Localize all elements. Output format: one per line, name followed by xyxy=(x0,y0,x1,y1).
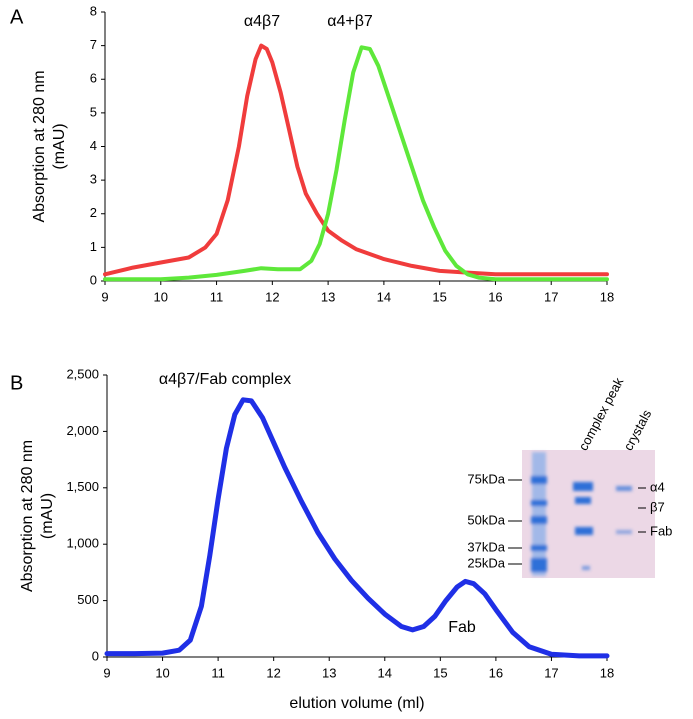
x-tick-label: 17 xyxy=(544,665,558,680)
y-tick-label: 8 xyxy=(90,3,97,18)
annotation: α4β7/Fab complex xyxy=(159,371,291,388)
x-tick-label: 15 xyxy=(433,665,447,680)
y-tick-label: 4 xyxy=(90,138,97,153)
y-axis-unit: (mAU) xyxy=(39,493,56,539)
x-tick-label: 16 xyxy=(489,665,503,680)
line-series xyxy=(103,45,609,282)
gel-lane-label: crystals xyxy=(620,407,654,453)
gel-marker-label: 50kDa xyxy=(467,512,505,527)
gel-band-label: β7 xyxy=(650,499,665,514)
x-tick-label: 10 xyxy=(155,665,169,680)
y-tick-label: 7 xyxy=(90,37,97,52)
y-tick-label: 2 xyxy=(90,205,97,220)
y-axis-label: Absorption at 280 nm xyxy=(19,440,36,592)
x-tick-label: 14 xyxy=(378,665,392,680)
gel-image xyxy=(522,450,655,578)
x-tick-label: 13 xyxy=(322,665,336,680)
y-tick-label: 5 xyxy=(90,104,97,119)
gel-marker-label: 25kDa xyxy=(467,555,505,570)
x-tick-label: 12 xyxy=(265,289,279,304)
x-tick-label: 14 xyxy=(377,289,391,304)
x-tick-label: 9 xyxy=(101,289,108,304)
x-tick-label: 11 xyxy=(211,665,225,680)
y-tick-label: 500 xyxy=(77,592,99,607)
line-series xyxy=(103,43,609,277)
x-tick-label: 15 xyxy=(432,289,446,304)
y-axis-unit: (mAU) xyxy=(51,123,68,169)
x-tick-label: 12 xyxy=(266,665,280,680)
x-tick-label: 18 xyxy=(600,665,614,680)
panel-label: A xyxy=(10,6,24,28)
annotation: α4β7 xyxy=(244,13,280,30)
x-tick-label: 16 xyxy=(488,289,502,304)
annotation: α4+β7 xyxy=(327,13,373,30)
y-tick-label: 3 xyxy=(90,172,97,187)
y-tick-label: 0 xyxy=(92,648,99,663)
x-tick-label: 17 xyxy=(544,289,558,304)
y-tick-label: 1 xyxy=(90,239,97,254)
gel-lane-label: complex peak xyxy=(575,375,626,453)
x-tick-label: 13 xyxy=(321,289,335,304)
x-tick-label: 10 xyxy=(154,289,168,304)
y-axis-label: Absorption at 280 nm xyxy=(31,70,48,222)
annotation: Fab xyxy=(448,619,476,636)
y-tick-label: 1,500 xyxy=(66,479,99,494)
x-tick-label: 18 xyxy=(600,289,614,304)
y-tick-label: 0 xyxy=(90,272,97,287)
gel-band-label: α4 xyxy=(650,479,665,494)
y-tick-label: 2,000 xyxy=(66,423,99,438)
line-series xyxy=(104,397,610,659)
y-tick-label: 6 xyxy=(90,71,97,86)
gel-marker-label: 37kDa xyxy=(467,539,505,554)
y-tick-label: 1,000 xyxy=(66,536,99,551)
x-axis-label: elution volume (ml) xyxy=(289,695,424,712)
gel-marker-label: 75kDa xyxy=(467,471,505,486)
y-tick-label: 2,500 xyxy=(66,366,99,381)
panel-label: B xyxy=(10,372,23,394)
x-tick-label: 9 xyxy=(103,665,110,680)
x-tick-label: 11 xyxy=(210,289,224,304)
gel-band-label: Fab xyxy=(650,523,672,538)
